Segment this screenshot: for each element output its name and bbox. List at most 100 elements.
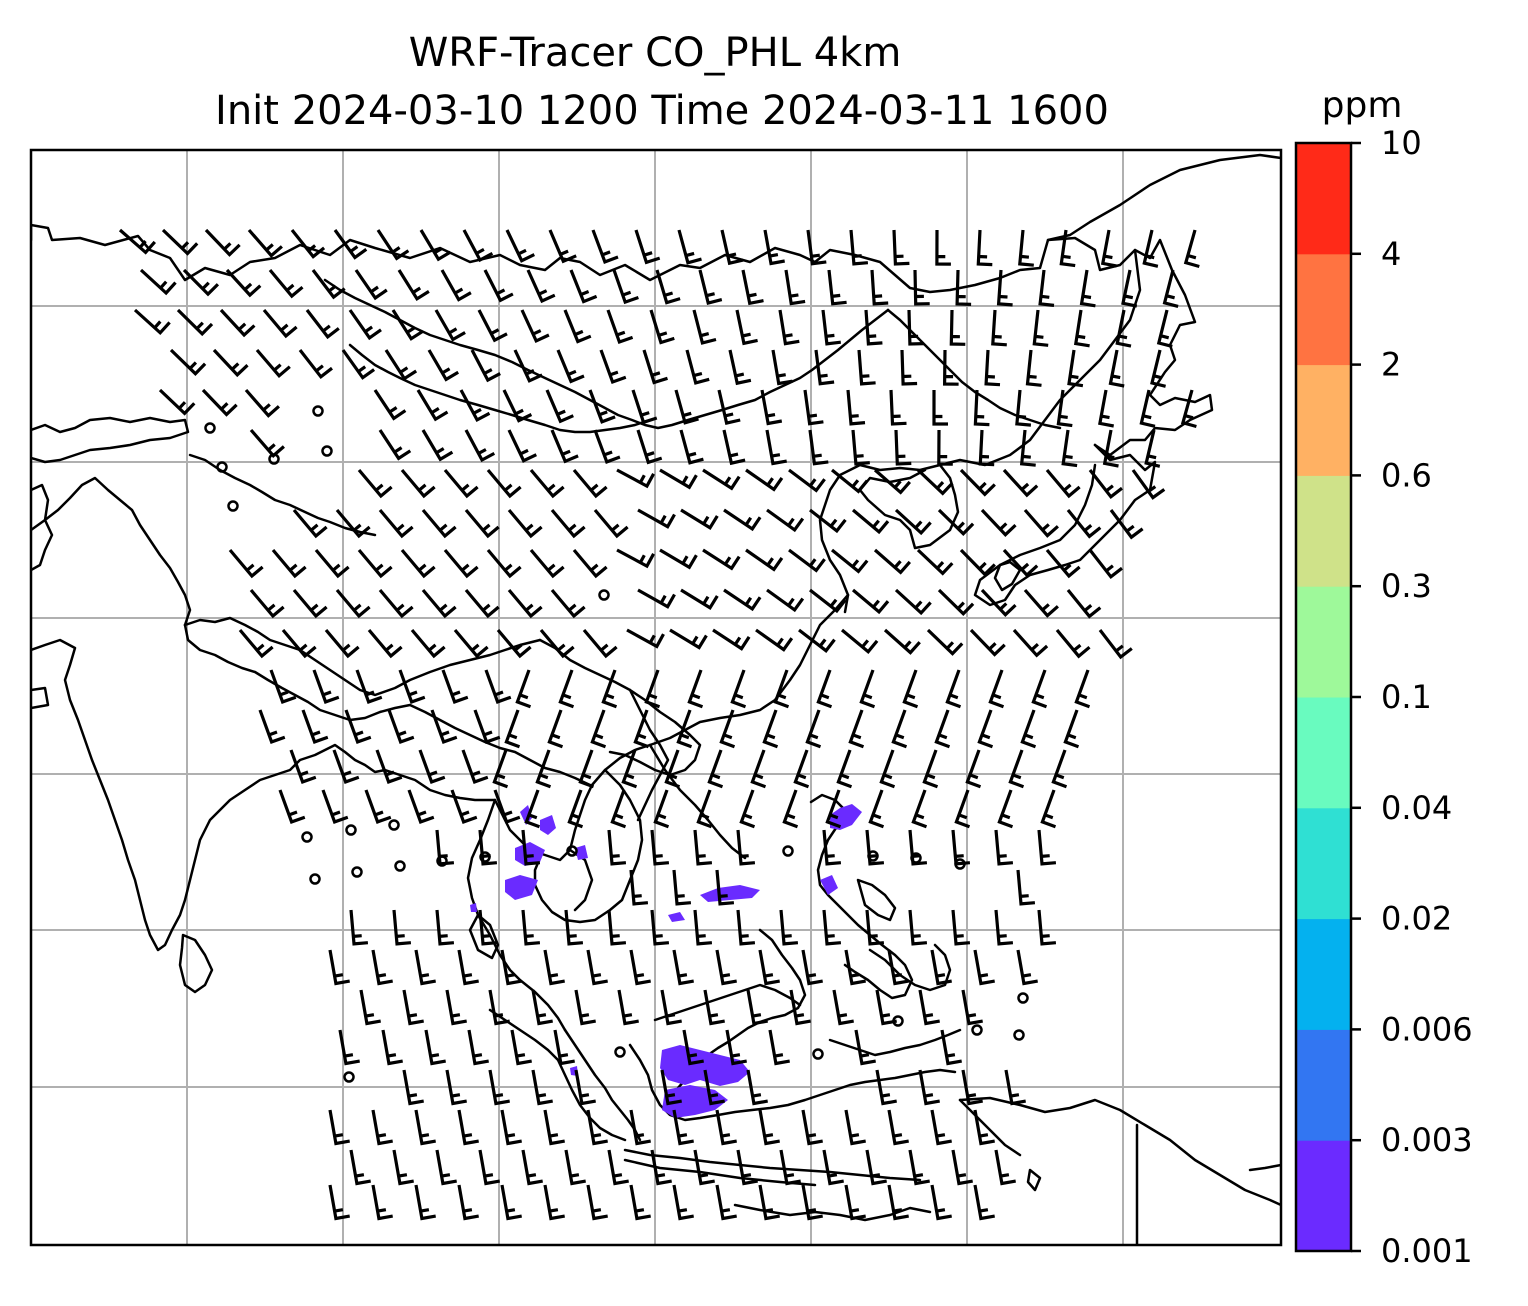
wind-barb: [773, 669, 790, 709]
wind-barb: [462, 229, 494, 263]
wind-barb: [891, 709, 908, 749]
colorbar-unit: ppm: [1322, 85, 1403, 126]
wind-barb: [219, 308, 256, 338]
wind-barb: [918, 989, 940, 1026]
wind-barb: [840, 628, 879, 654]
wind-barb: [416, 389, 449, 422]
wind-barb: [1020, 709, 1037, 749]
wind-barb: [443, 548, 479, 579]
wind-barb: [1023, 508, 1059, 538]
calm-wind-marker: [598, 589, 610, 601]
wind-barb: [973, 1109, 995, 1146]
wind-barb: [249, 428, 285, 458]
colorbar-tick-label: 10: [1381, 124, 1422, 162]
wind-barb: [1025, 349, 1042, 387]
wind-barb: [421, 508, 457, 539]
wind-barb: [289, 749, 317, 784]
wind-barb: [717, 389, 741, 426]
wind-barb: [238, 628, 274, 659]
wind-barb: [421, 429, 454, 462]
wind-barb: [626, 628, 665, 649]
title-line-1: WRF-Tracer CO_PHL 4km: [409, 30, 902, 76]
wind-barb: [258, 709, 286, 744]
wind-barb: [765, 429, 787, 466]
wind-barb: [907, 309, 924, 346]
wind-barb: [851, 588, 890, 615]
wind-barb: [900, 349, 918, 386]
wind-barb: [629, 869, 649, 906]
wind-barb: [278, 789, 306, 824]
wind-barb: [591, 229, 619, 264]
wind-barb: [984, 349, 1001, 387]
wind-barb: [712, 628, 751, 651]
wind-barb: [249, 588, 285, 619]
wind-barb: [951, 1149, 973, 1186]
wind-barb: [951, 909, 971, 946]
wind-barb: [419, 229, 452, 262]
wind-barb: [760, 389, 783, 426]
wind-barb: [1088, 469, 1123, 500]
wind-barb: [693, 1149, 715, 1186]
wind-barb: [650, 909, 670, 946]
wind-barb: [894, 508, 932, 536]
wind-barb: [578, 749, 595, 789]
wind-barb: [464, 508, 500, 539]
wind-barb: [397, 269, 430, 302]
wind-barb: [755, 628, 794, 652]
wind-barb: [1074, 669, 1091, 709]
wind-barb: [574, 989, 596, 1026]
colorbar-segment: [1296, 1140, 1351, 1252]
wind-barb: [865, 909, 885, 946]
wind-barb: [682, 1029, 704, 1066]
wind-barb: [268, 268, 304, 299]
wind-barb: [822, 1149, 844, 1186]
wind-barb: [507, 429, 537, 463]
wind-barb: [728, 349, 752, 386]
wind-barb: [902, 669, 919, 709]
wind-barb: [844, 949, 866, 986]
wind-barb: [1144, 429, 1161, 468]
wind-barb: [745, 548, 784, 572]
colorbar-tick-label: 0.006: [1381, 1010, 1473, 1048]
wind-barb: [1037, 829, 1057, 866]
wind-barb: [1031, 669, 1048, 709]
wind-barb: [529, 468, 565, 499]
wind-barb: [402, 1069, 424, 1106]
wind-barb: [378, 429, 412, 461]
wind-barb: [371, 1109, 393, 1146]
wind-barb: [997, 789, 1014, 829]
wind-barb: [822, 829, 842, 866]
wind-barb: [521, 1149, 543, 1186]
calm-wind-marker: [394, 860, 406, 872]
wind-barb: [486, 468, 522, 499]
wind-barb: [321, 789, 349, 824]
calm-wind-marker: [351, 866, 363, 878]
wind-barb: [955, 269, 972, 306]
wind-barb: [588, 389, 616, 424]
wind-barb: [959, 468, 996, 497]
wind-barb: [543, 949, 565, 986]
wind-barb: [500, 1184, 522, 1221]
wind-barb: [621, 749, 638, 789]
calm-wind-marker: [216, 461, 228, 473]
colorbar-segment: [1296, 918, 1351, 1030]
wind-barb: [483, 269, 514, 303]
wind-barb: [703, 989, 725, 1026]
wind-barb: [887, 949, 909, 986]
wind-barb: [973, 949, 995, 986]
title-line-2: Init 2024-03-10 1200 Time 2024-03-11 160…: [215, 88, 1109, 134]
wind-barb: [311, 269, 346, 300]
wind-barb: [398, 669, 426, 704]
wind-barb: [335, 588, 371, 619]
wind-barb: [680, 588, 719, 611]
wind-barb: [158, 388, 196, 416]
wind-barb: [922, 749, 939, 789]
wind-barb: [478, 829, 498, 866]
wind-barb: [473, 709, 501, 744]
wind-barb: [720, 229, 744, 266]
wind-barb: [1032, 309, 1049, 347]
map-gridlines: [31, 150, 1281, 1245]
wind-barb: [660, 989, 682, 1026]
colorbar-segment: [1296, 697, 1351, 809]
wind-barb: [607, 829, 627, 866]
